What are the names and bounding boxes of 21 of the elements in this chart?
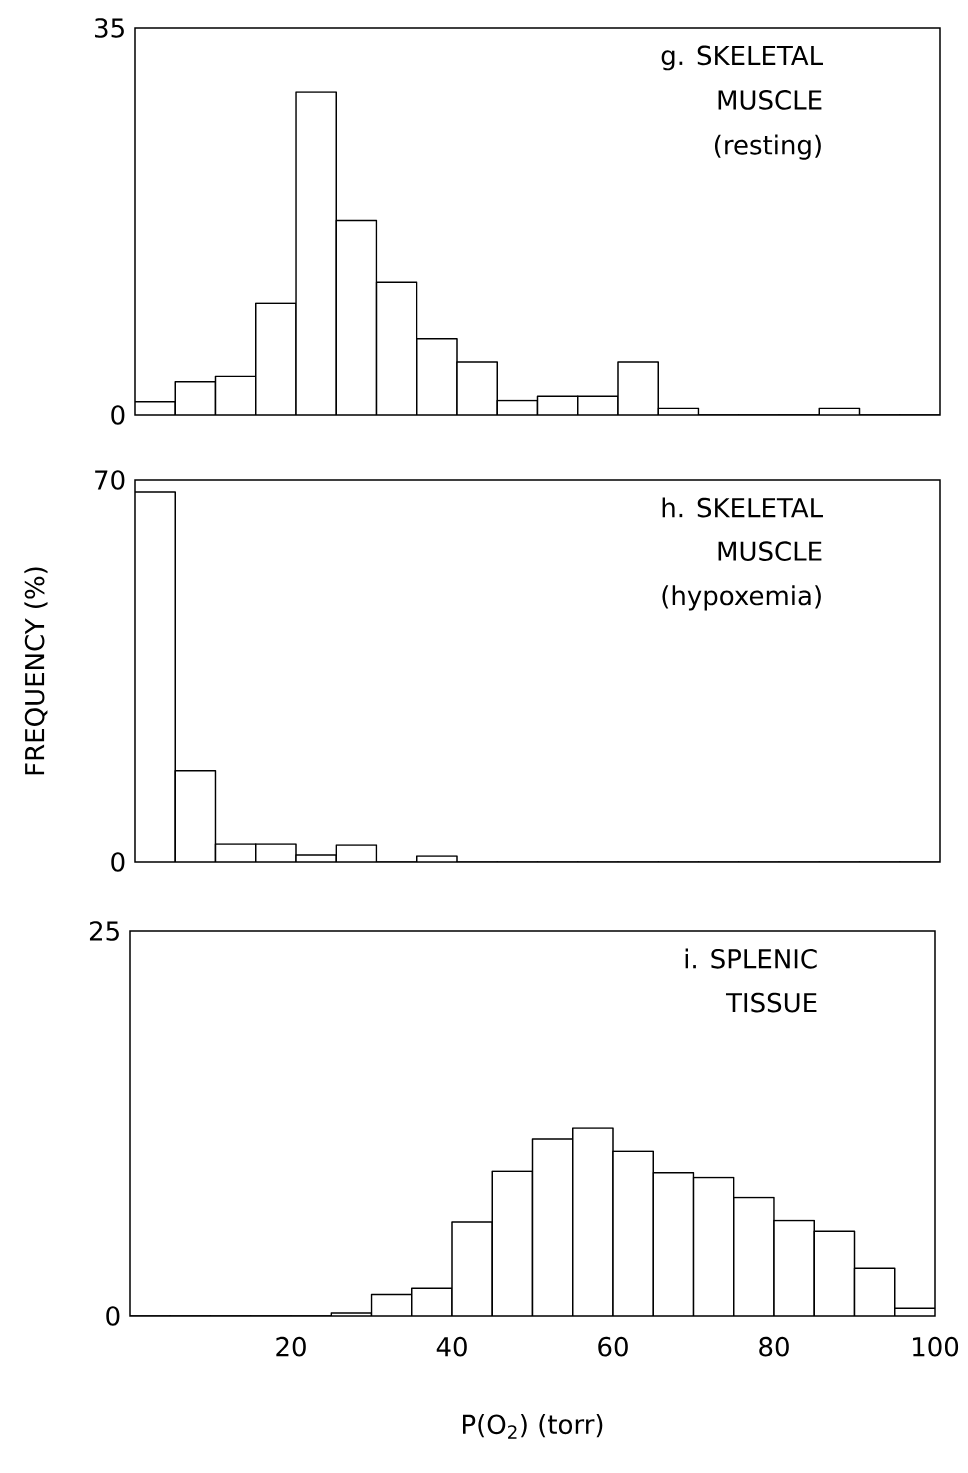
y-tick-label: 70 <box>94 470 125 490</box>
y-tick-label: 0 <box>111 852 125 872</box>
y-tick-label: 25 <box>89 921 119 941</box>
y-tick-label: 0 <box>106 1306 120 1326</box>
x-tick-label: 80 <box>759 1336 789 1357</box>
x-tick-label: 60 <box>598 1336 628 1357</box>
y-axis-title: FREQUENCY (%) <box>24 567 48 775</box>
y-tick-label: 0 <box>111 405 125 425</box>
annotation: MUSCLE <box>718 90 822 110</box>
x-tick-label: 40 <box>436 1336 467 1357</box>
annotation: (resting) <box>714 134 821 160</box>
y-tick-label: 35 <box>94 18 124 38</box>
annotation: (hypoxemia) <box>662 585 821 611</box>
x-axis-title: P(O$_{2}$) (torr) <box>462 1414 603 1439</box>
annotation: MUSCLE <box>718 541 822 561</box>
annotation: g. SKELETAL <box>661 45 823 71</box>
x-tick-label: 20 <box>276 1336 306 1357</box>
annotation: i. SPLENIC <box>685 948 817 969</box>
x-tick-label: 100 <box>912 1336 958 1357</box>
annotation: TISSUE <box>725 992 817 1013</box>
annotation: h. SKELETAL <box>662 497 823 518</box>
